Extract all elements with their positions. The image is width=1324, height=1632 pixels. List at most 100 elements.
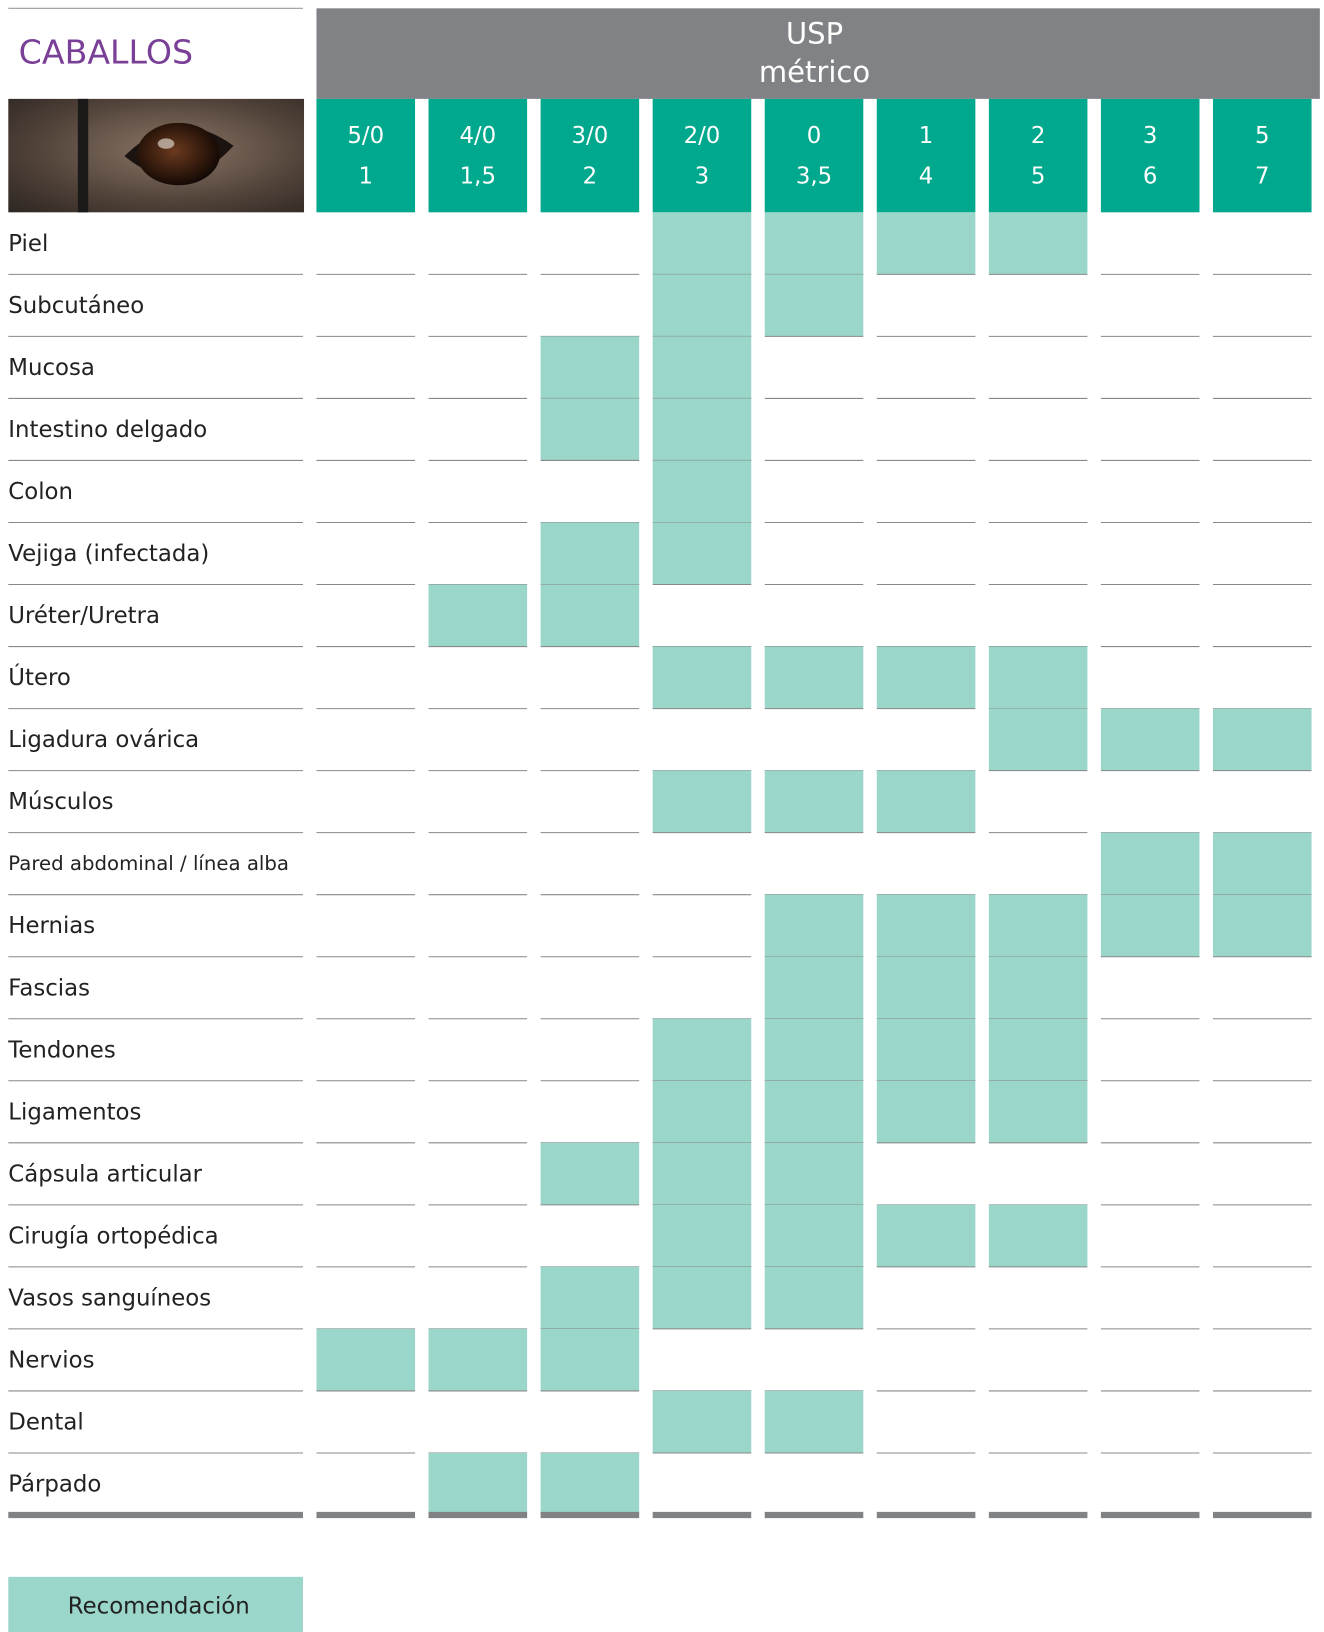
row-label: Vasos sanguíneos [8, 1285, 211, 1311]
column-header [429, 99, 528, 212]
usp-size: 5 [1255, 123, 1270, 149]
cell-recommended [541, 1329, 640, 1391]
cell-recommended [765, 1205, 864, 1267]
metric-size: 5 [1031, 163, 1046, 189]
cell-recommended [653, 522, 752, 584]
cell-recommended [765, 212, 864, 274]
row-label: Mucosa [8, 355, 95, 381]
usp-size: 5/0 [347, 123, 384, 149]
usp-size: 2 [1031, 123, 1046, 149]
cell-recommended [653, 1081, 752, 1143]
cell-recommended [765, 647, 864, 709]
cell-recommended [316, 1329, 415, 1391]
metric-size: 4 [919, 163, 934, 189]
cell-recommended [989, 957, 1088, 1019]
metric-size: 7 [1255, 163, 1270, 189]
cell-recommended [1101, 833, 1200, 895]
cell-recommended [429, 1329, 528, 1391]
cell-recommended [765, 957, 864, 1019]
row-label: Uréter/Uretra [8, 603, 160, 629]
metric-size: 1,5 [460, 163, 496, 189]
cell-recommended [653, 647, 752, 709]
cell-recommended [989, 212, 1088, 274]
row-label: Cápsula articular [8, 1161, 202, 1187]
cell-recommended [653, 771, 752, 833]
eye-highlight [158, 138, 175, 148]
table: CABALLOS USP métrico Recomendación 5/014… [0, 0, 1324, 1632]
cell-recommended [765, 274, 864, 336]
cell-recommended [653, 1205, 752, 1267]
cell-recommended [877, 1081, 976, 1143]
usp-size: 4/0 [459, 123, 496, 149]
cell-recommended [765, 771, 864, 833]
cell-recommended [765, 1391, 864, 1453]
cell-recommended [653, 212, 752, 274]
cell-recommended [541, 1453, 640, 1515]
cell-recommended [541, 522, 640, 584]
cell-recommended [877, 771, 976, 833]
metric-size: 1 [358, 163, 373, 189]
cell-recommended [541, 1143, 640, 1205]
title: CABALLOS [19, 33, 193, 72]
cell-recommended [653, 398, 752, 460]
cell-recommended [541, 336, 640, 398]
cell-recommended [429, 1453, 528, 1515]
cell-recommended [765, 1081, 864, 1143]
cell-recommended [429, 585, 528, 647]
column-header [989, 99, 1088, 212]
cell-recommended [653, 1019, 752, 1081]
cell-recommended [989, 1081, 1088, 1143]
row-label: Colon [8, 479, 73, 505]
cell-recommended [541, 1267, 640, 1329]
cell-recommended [877, 1019, 976, 1081]
column-header [316, 99, 415, 212]
row-label: Párpado [8, 1472, 101, 1498]
cell-recommended [877, 647, 976, 709]
row-label: Intestino delgado [8, 417, 207, 443]
bridle [78, 99, 88, 212]
column-header [765, 99, 864, 212]
cell-recommended [541, 585, 640, 647]
eye [137, 123, 220, 185]
cell-recommended [877, 957, 976, 1019]
cell-recommended [653, 460, 752, 522]
row-label: Músculos [8, 789, 113, 815]
cell-recommended [1213, 709, 1312, 771]
cell-recommended [765, 1143, 864, 1205]
column-header [541, 99, 640, 212]
cell-recommended [653, 1267, 752, 1329]
cell-recommended [1213, 833, 1312, 895]
row-label: Piel [8, 231, 48, 257]
row-label: Vejiga (infectada) [8, 541, 209, 567]
metric-size: 3 [695, 163, 710, 189]
row-label: Hernias [8, 913, 95, 939]
metric-size: 6 [1143, 163, 1158, 189]
cell-recommended [1101, 895, 1200, 957]
column-header [653, 99, 752, 212]
row-label: Subcutáneo [8, 293, 144, 319]
page: {"header": {"title": "CABALLOS", "group_… [0, 0, 1324, 1632]
metric-size: 2 [583, 163, 598, 189]
row-label: Ligadura ovárica [8, 727, 199, 753]
cell-recommended [877, 212, 976, 274]
usp-size: 3/0 [572, 123, 609, 149]
cell-recommended [653, 336, 752, 398]
cell-recommended [989, 1205, 1088, 1267]
usp-size: 2/0 [684, 123, 721, 149]
cell-recommended [877, 895, 976, 957]
usp-size: 1 [919, 123, 934, 149]
photo [8, 99, 304, 212]
cell-recommended [765, 895, 864, 957]
column-header [877, 99, 976, 212]
metric-size: 3,5 [796, 163, 832, 189]
column-header [1101, 99, 1200, 212]
row-label: Ligamentos [8, 1099, 141, 1125]
cell-recommended [653, 1143, 752, 1205]
legend-label: Recomendación [68, 1593, 250, 1619]
row-label: Cirugía ortopédica [8, 1223, 218, 1249]
cell-recommended [989, 709, 1088, 771]
cell-recommended [1213, 895, 1312, 957]
row-label: Nervios [8, 1347, 94, 1373]
row-label: Dental [8, 1409, 83, 1435]
cell-recommended [765, 1267, 864, 1329]
